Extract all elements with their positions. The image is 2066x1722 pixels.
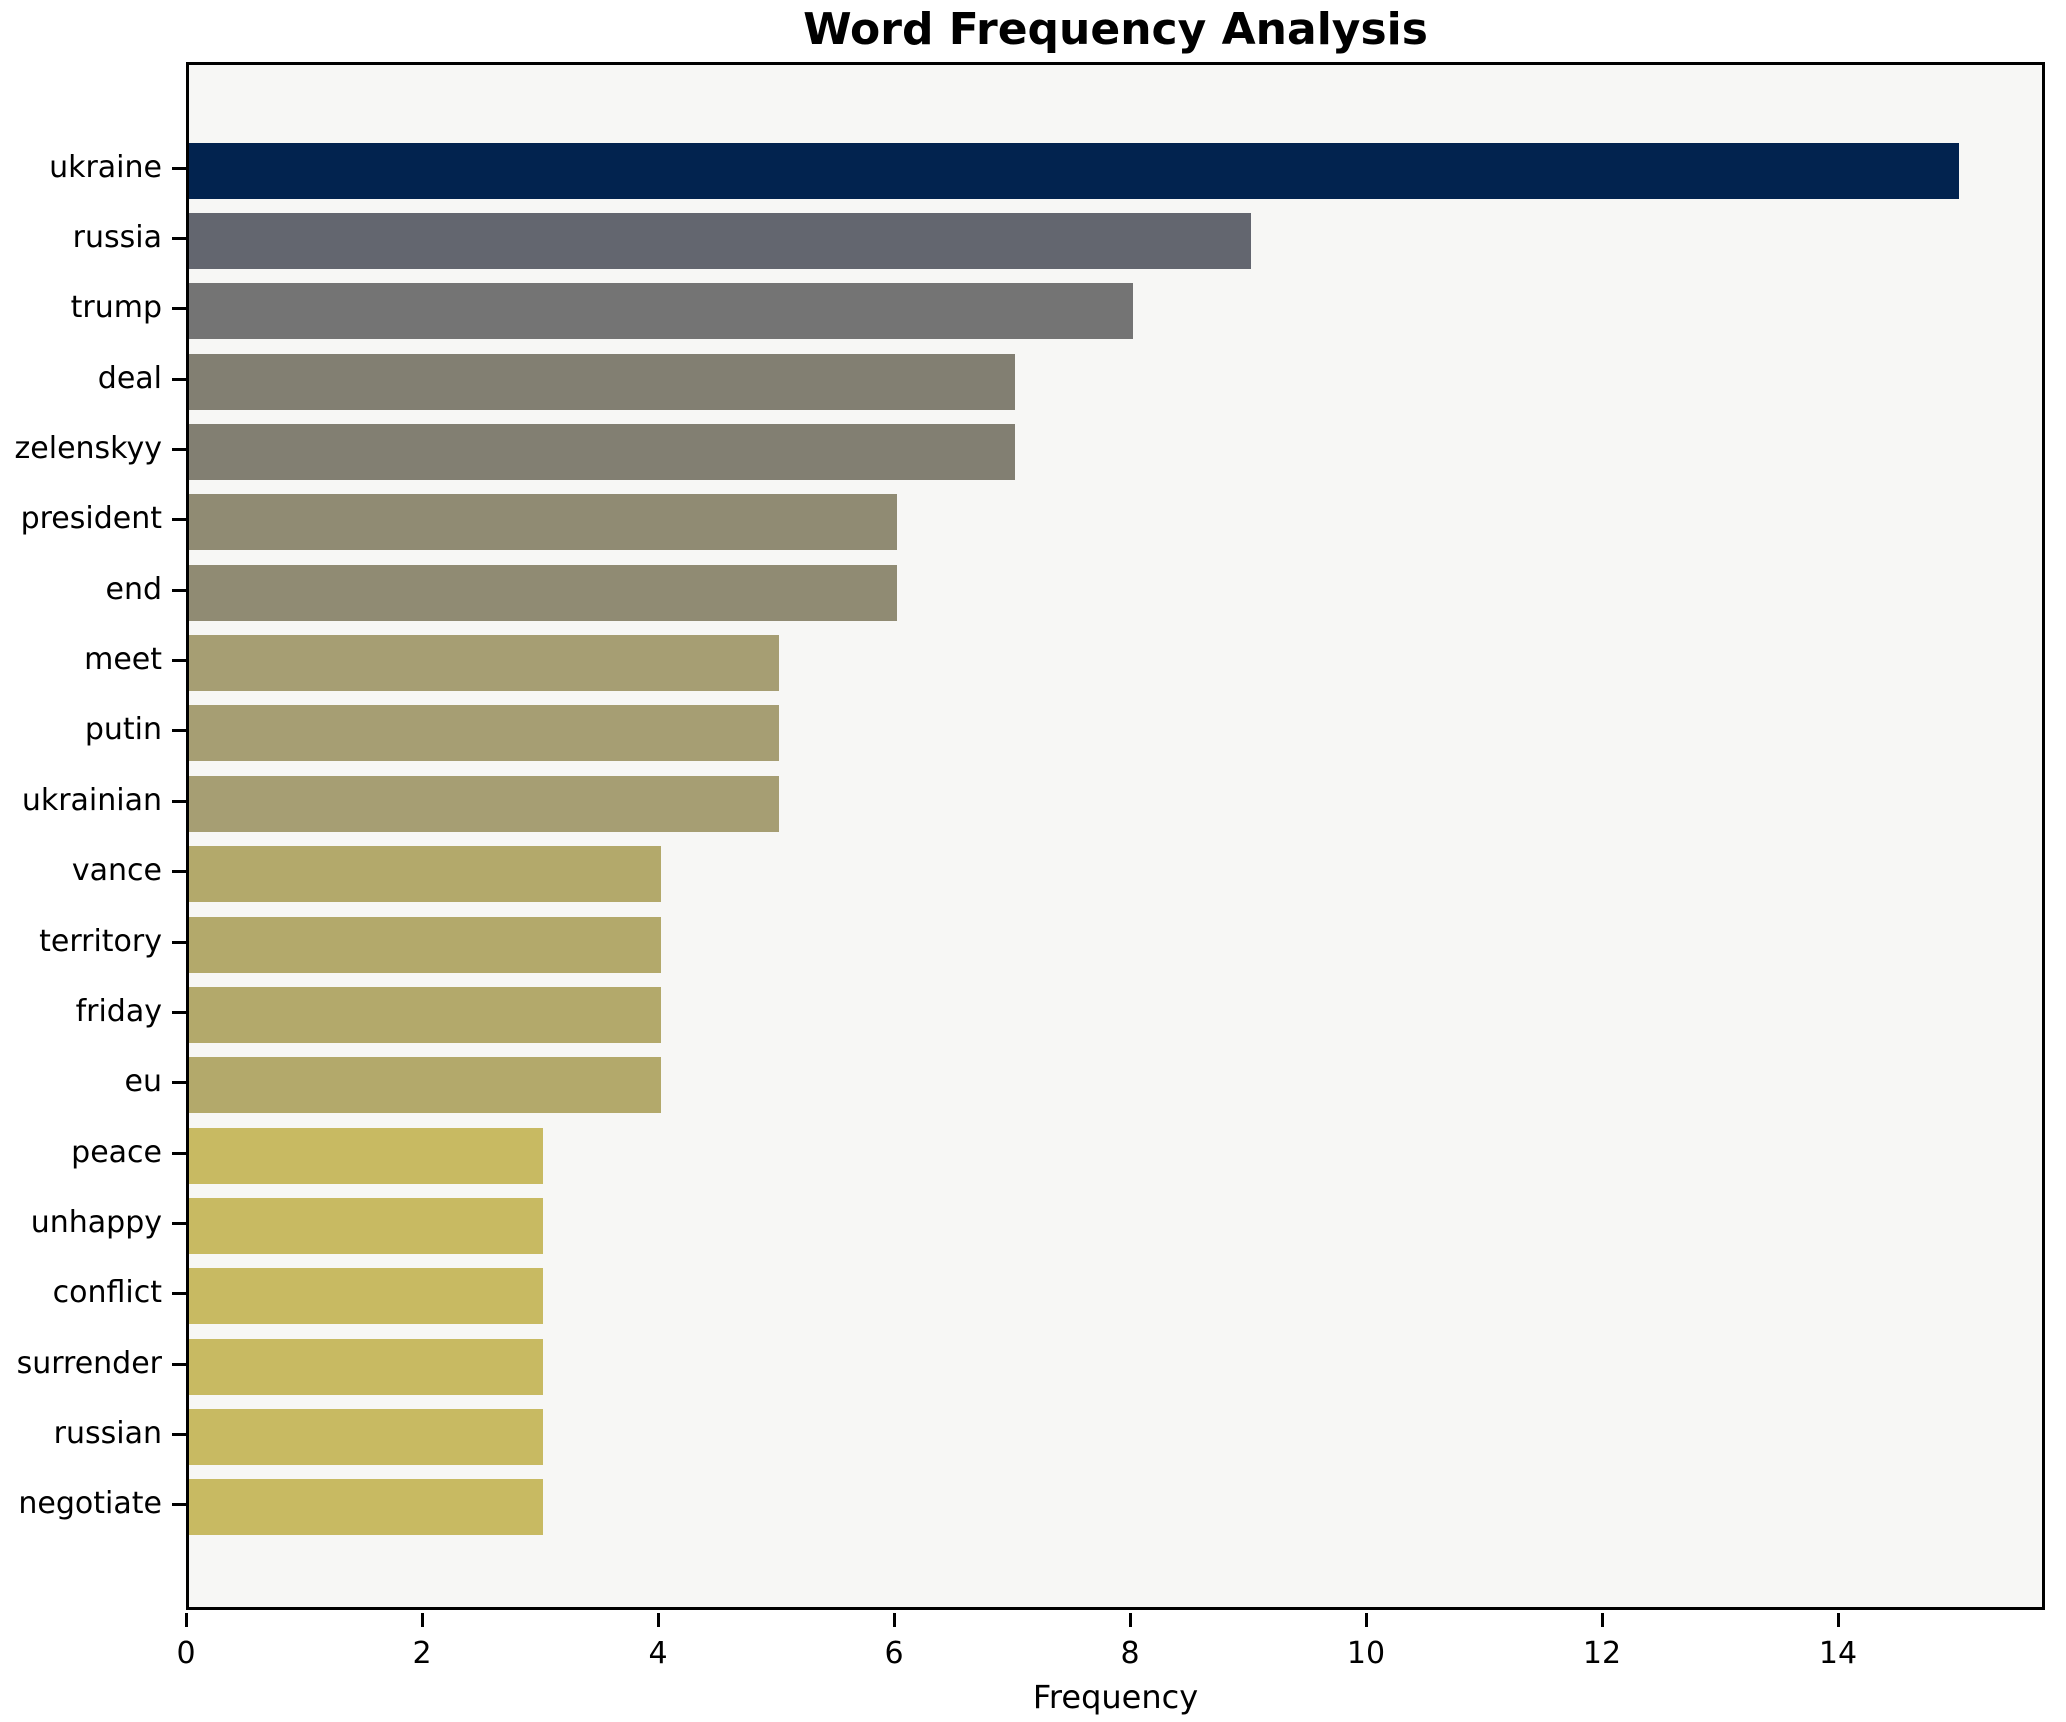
bar-trump bbox=[189, 283, 1133, 339]
y-tick-label-deal: deal bbox=[97, 361, 162, 396]
x-tick bbox=[421, 1613, 424, 1627]
x-tick bbox=[1365, 1613, 1368, 1627]
y-tick-label-ukraine: ukraine bbox=[49, 150, 162, 185]
bar-meet bbox=[189, 635, 779, 691]
y-tick bbox=[172, 1081, 186, 1084]
y-tick-label-zelenskyy: zelenskyy bbox=[14, 431, 162, 466]
y-tick-label-russia: russia bbox=[72, 220, 162, 255]
y-tick-label-president: president bbox=[20, 501, 162, 536]
y-tick-label-peace: peace bbox=[71, 1135, 162, 1170]
y-tick-label-unhappy: unhappy bbox=[30, 1205, 162, 1240]
y-tick bbox=[172, 729, 186, 732]
y-tick-label-meet: meet bbox=[84, 642, 162, 677]
bar-end bbox=[189, 565, 897, 621]
bar-deal bbox=[189, 354, 1015, 410]
x-tick-label-0: 0 bbox=[176, 1636, 196, 1671]
y-tick-label-territory: territory bbox=[39, 924, 162, 959]
bar-surrender bbox=[189, 1339, 543, 1395]
x-tick bbox=[185, 1613, 188, 1627]
bar-russia bbox=[189, 213, 1251, 269]
bar-negotiate bbox=[189, 1479, 543, 1535]
x-tick-label-8: 8 bbox=[1120, 1636, 1140, 1671]
y-tick-label-putin: putin bbox=[84, 712, 162, 747]
bar-russian bbox=[189, 1409, 543, 1465]
bar-vance bbox=[189, 846, 661, 902]
x-tick-label-2: 2 bbox=[412, 1636, 432, 1671]
y-tick bbox=[172, 1222, 186, 1225]
x-tick-label-10: 10 bbox=[1346, 1636, 1386, 1671]
x-tick-label-4: 4 bbox=[648, 1636, 668, 1671]
x-tick-label-12: 12 bbox=[1582, 1636, 1622, 1671]
y-tick bbox=[172, 1011, 186, 1014]
bar-friday bbox=[189, 987, 661, 1043]
y-tick bbox=[172, 941, 186, 944]
y-tick-label-end: end bbox=[105, 572, 162, 607]
bar-ukrainian bbox=[189, 776, 779, 832]
y-tick-label-russian: russian bbox=[53, 1416, 162, 1451]
y-tick bbox=[172, 167, 186, 170]
x-tick bbox=[1129, 1613, 1132, 1627]
y-tick bbox=[172, 1152, 186, 1155]
bar-putin bbox=[189, 705, 779, 761]
x-tick bbox=[657, 1613, 660, 1627]
plot-area bbox=[186, 62, 2045, 1610]
chart-title: Word Frequency Analysis bbox=[803, 4, 1428, 55]
x-tick bbox=[1837, 1613, 1840, 1627]
bar-conflict bbox=[189, 1268, 543, 1324]
x-axis-label: Frequency bbox=[1032, 1678, 1199, 1716]
bar-eu bbox=[189, 1057, 661, 1113]
bar-ukraine bbox=[189, 143, 1959, 199]
x-tick-label-14: 14 bbox=[1818, 1636, 1858, 1671]
y-tick bbox=[172, 659, 186, 662]
y-tick bbox=[172, 800, 186, 803]
y-tick bbox=[172, 1292, 186, 1295]
x-tick bbox=[1601, 1613, 1604, 1627]
y-tick bbox=[172, 518, 186, 521]
bar-zelenskyy bbox=[189, 424, 1015, 480]
y-tick bbox=[172, 307, 186, 310]
bar-unhappy bbox=[189, 1198, 543, 1254]
y-tick bbox=[172, 378, 186, 381]
y-tick-label-conflict: conflict bbox=[52, 1275, 162, 1310]
bar-president bbox=[189, 494, 897, 550]
y-tick bbox=[172, 1363, 186, 1366]
bar-peace bbox=[189, 1128, 543, 1184]
y-tick bbox=[172, 1433, 186, 1436]
y-tick-label-ukrainian: ukrainian bbox=[21, 783, 162, 818]
y-tick bbox=[172, 589, 186, 592]
y-tick bbox=[172, 237, 186, 240]
x-tick-label-6: 6 bbox=[884, 1636, 904, 1671]
y-tick-label-trump: trump bbox=[70, 290, 162, 325]
y-tick bbox=[172, 448, 186, 451]
y-tick-label-surrender: surrender bbox=[16, 1346, 162, 1381]
y-tick bbox=[172, 870, 186, 873]
bar-territory bbox=[189, 917, 661, 973]
y-tick-label-negotiate: negotiate bbox=[18, 1486, 162, 1521]
y-tick-label-vance: vance bbox=[71, 853, 162, 888]
y-tick-label-eu: eu bbox=[124, 1064, 162, 1099]
y-tick bbox=[172, 1503, 186, 1506]
x-tick bbox=[893, 1613, 896, 1627]
y-tick-label-friday: friday bbox=[75, 994, 162, 1029]
